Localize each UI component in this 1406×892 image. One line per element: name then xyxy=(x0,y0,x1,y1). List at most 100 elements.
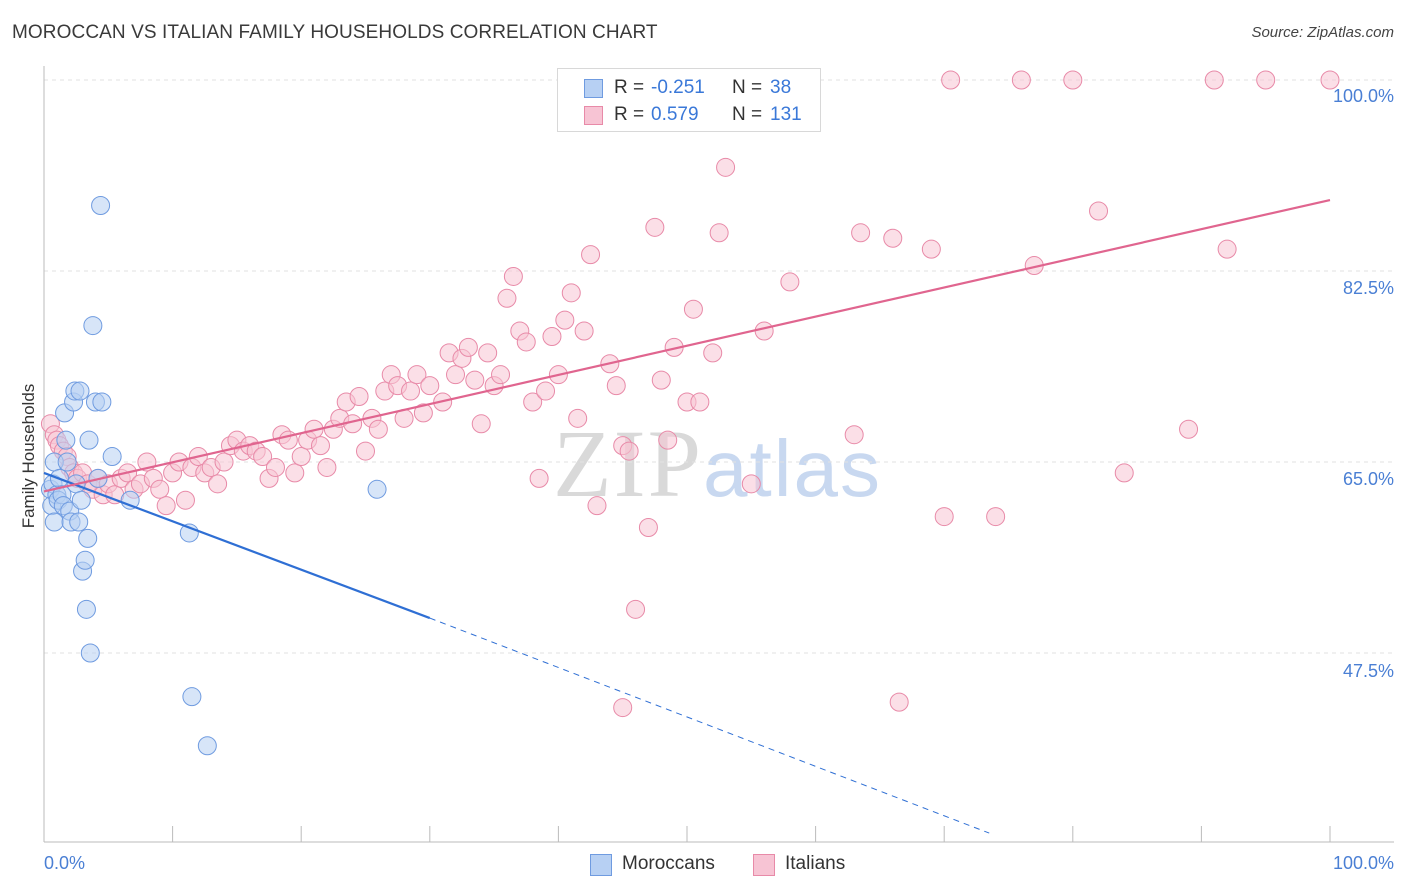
italian-point xyxy=(491,365,511,385)
n-label: N = xyxy=(732,104,763,125)
italian-point xyxy=(413,403,433,423)
legend-label: Moroccans xyxy=(622,853,715,874)
y-tick-label: 82.5% xyxy=(1342,278,1394,298)
italians-swatch xyxy=(584,106,603,125)
italian-point xyxy=(638,517,658,537)
italian-point xyxy=(150,479,170,499)
italian-point xyxy=(175,490,195,510)
italian-point xyxy=(542,326,562,346)
italian-point xyxy=(606,376,626,396)
n-label: N = xyxy=(732,77,763,98)
italian-point xyxy=(265,457,285,477)
italian-point xyxy=(1256,70,1276,90)
italian-point xyxy=(741,474,761,494)
chart-title: MOROCCAN VS ITALIAN FAMILY HOUSEHOLDS CO… xyxy=(12,22,658,43)
italian-point xyxy=(626,599,646,619)
moroccan-point xyxy=(367,479,387,499)
italian-point xyxy=(921,239,941,259)
italian-point xyxy=(523,392,543,412)
italian-point xyxy=(986,507,1006,527)
italian-point xyxy=(703,343,723,363)
moroccan-point xyxy=(71,490,91,510)
x-tick-label: 0.0% xyxy=(44,853,86,873)
n-value: 38 xyxy=(770,77,792,98)
italian-point xyxy=(285,463,305,483)
italian-point xyxy=(1204,70,1224,90)
italian-point xyxy=(529,468,549,488)
italian-point xyxy=(503,266,523,286)
legend-label: Italians xyxy=(785,853,846,874)
n-value: 131 xyxy=(770,104,802,125)
stats-legend-box: R = -0.251 N = 38 R = 0.579 N = 131 xyxy=(557,68,821,132)
legend-swatch-moroccans xyxy=(590,854,612,876)
moroccan-point xyxy=(75,550,95,570)
italian-point xyxy=(587,496,607,516)
italian-point xyxy=(1114,463,1134,483)
y-tick-label: 100.0% xyxy=(1332,86,1394,106)
italian-point xyxy=(465,370,485,390)
italian-point xyxy=(368,419,388,439)
y-tick-label: 47.5% xyxy=(1342,661,1394,681)
axis-layer xyxy=(43,66,1394,843)
r-label: R = xyxy=(614,104,645,125)
moroccan-point xyxy=(56,430,76,450)
moroccan-point xyxy=(92,392,112,412)
italian-point xyxy=(941,70,961,90)
italian-point xyxy=(574,321,594,341)
moroccan-point xyxy=(182,687,202,707)
italian-point xyxy=(1063,70,1083,90)
italian-point xyxy=(214,452,234,472)
italian-point xyxy=(934,507,954,527)
italian-point xyxy=(471,414,491,434)
italian-point xyxy=(401,381,421,401)
italian-point xyxy=(156,496,176,516)
moroccan-point xyxy=(197,736,217,756)
italian-point xyxy=(1011,70,1031,90)
italian-point xyxy=(683,299,703,319)
italian-point xyxy=(253,447,273,467)
italian-point xyxy=(613,698,633,718)
italian-point xyxy=(690,392,710,412)
moroccan-point xyxy=(80,643,100,663)
italian-point xyxy=(555,310,575,330)
moroccan-point xyxy=(83,316,103,336)
italian-point xyxy=(561,283,581,303)
moroccan-point xyxy=(91,196,111,216)
italian-point xyxy=(516,332,536,352)
italian-point xyxy=(1217,239,1237,259)
italian-point xyxy=(651,370,671,390)
y-tick-label: 65.0% xyxy=(1342,469,1394,489)
italian-point xyxy=(497,288,517,308)
moroccan-point xyxy=(102,447,122,467)
italian-point xyxy=(1179,419,1199,439)
moroccans-swatch xyxy=(584,79,603,98)
italian-point xyxy=(568,408,588,428)
moroccans-trendline xyxy=(43,471,431,620)
moroccan-point xyxy=(78,528,98,548)
italian-point xyxy=(883,228,903,248)
moroccans-trendline-extension xyxy=(429,617,990,834)
italian-point xyxy=(619,441,639,461)
moroccan-point xyxy=(79,430,99,450)
moroccan-point xyxy=(57,452,77,472)
italians-trendline xyxy=(43,198,1331,493)
moroccan-point xyxy=(69,512,89,532)
italian-point xyxy=(780,272,800,292)
stats-row-italians: R = 0.579 N = 131 xyxy=(558,101,820,129)
italian-point xyxy=(1089,201,1109,221)
italian-point xyxy=(356,441,375,461)
r-label: R = xyxy=(614,77,645,98)
italian-point xyxy=(420,376,440,396)
italian-point xyxy=(208,474,228,494)
y-axis-label: Family Households xyxy=(19,383,38,529)
moroccan-point xyxy=(76,599,96,619)
italian-point xyxy=(291,447,311,467)
italian-point xyxy=(844,425,864,445)
italian-point xyxy=(458,337,478,357)
stats-row-moroccans: R = -0.251 N = 38 xyxy=(558,74,820,102)
italian-point xyxy=(1320,70,1340,90)
italian-point xyxy=(536,381,556,401)
italian-point xyxy=(407,365,427,385)
italian-point xyxy=(889,692,909,712)
